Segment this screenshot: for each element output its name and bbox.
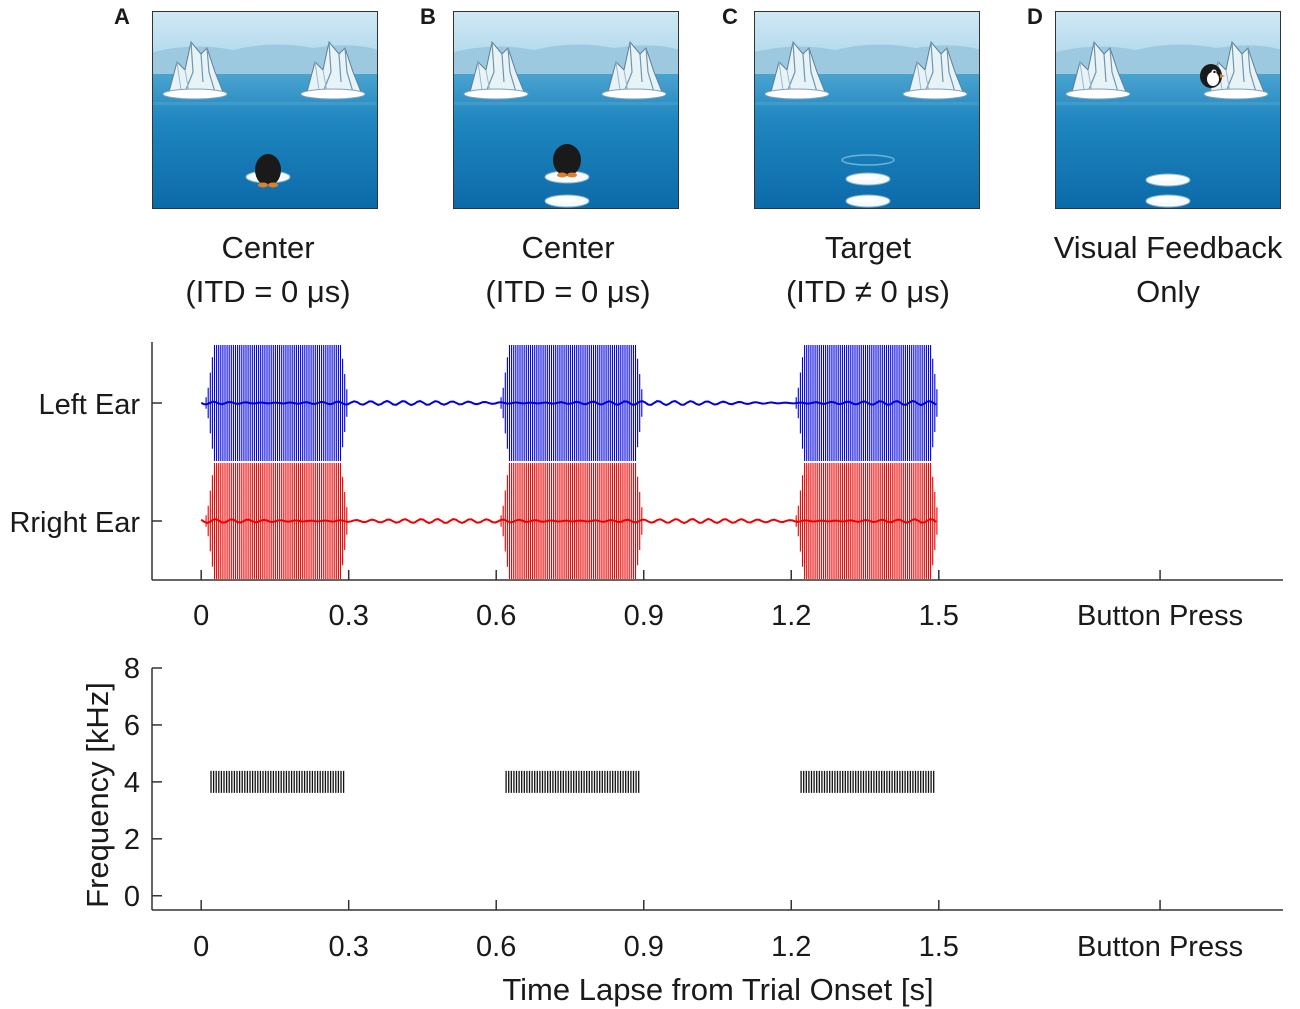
- penguin-icon: [1200, 64, 1225, 88]
- caption-a-line1: Center: [221, 230, 315, 265]
- x-tick-label: 0.3: [329, 600, 369, 632]
- panel-letter-b: B: [420, 4, 436, 29]
- x-tick-label: 1.5: [919, 600, 959, 632]
- penguin-icon: [255, 154, 281, 188]
- caption-b-line2: (ITD = 0 μs): [485, 274, 651, 309]
- spectrogram-burst: [210, 770, 345, 793]
- scene-b: [453, 11, 679, 209]
- x-axis-label: Time Lapse from Trial Onset [s]: [502, 972, 933, 1007]
- tone-burst: [205, 463, 348, 579]
- x-tick-label: Button Press: [1077, 931, 1243, 963]
- caption-c-line2: (ITD ≠ 0 μs): [785, 274, 951, 309]
- panel-letter-c: C: [722, 4, 738, 29]
- caption-d-line2: Only: [1136, 274, 1200, 309]
- y-tick-label: 6: [124, 710, 140, 742]
- x-tick-label: 0.3: [329, 931, 369, 963]
- scene-c: [754, 11, 980, 209]
- panel-letter-d: D: [1027, 4, 1043, 29]
- series-label: Left Ear: [38, 389, 140, 421]
- tone-burst: [795, 463, 938, 579]
- tone-burst: [500, 463, 643, 579]
- panel-letter-a: A: [114, 4, 130, 29]
- scene-a: [152, 11, 378, 209]
- scene-d: [1055, 11, 1281, 209]
- spectrogram-plot: Frequency [kHz] Time Lapse from Trial On…: [80, 653, 1283, 1007]
- x-tick-label: 0.9: [624, 931, 664, 963]
- spectrogram-burst: [505, 770, 640, 793]
- caption-c-line1: Target: [824, 230, 912, 265]
- y-tick-label: 0: [124, 881, 140, 913]
- waveform-plot: Left Ear Rright Ear 0 0.3 0.6 0.9 1.2 1.5 Button…: [9, 342, 1283, 632]
- caption-a-line2: (ITD = 0 μs): [185, 274, 351, 309]
- x-tick-label: 0: [193, 600, 209, 632]
- x-tick-label: 0.9: [624, 600, 664, 632]
- x-tick-label: 1.2: [771, 931, 811, 963]
- caption-c: Target (ITD ≠ 0 μs): [708, 226, 1028, 314]
- tone-burst: [500, 345, 643, 461]
- caption-a: Center (ITD = 0 μs): [108, 226, 428, 314]
- spectrogram-burst: [800, 770, 935, 793]
- ripple-icon: [841, 154, 895, 166]
- tone-burst: [795, 345, 938, 461]
- y-tick-label: 2: [124, 824, 140, 856]
- x-tick-label: 0: [193, 931, 209, 963]
- x-tick-label: 1.5: [919, 931, 959, 963]
- x-tick-label: 1.2: [771, 600, 811, 632]
- series-label: Rright Ear: [9, 507, 140, 539]
- x-tick-label: Button Press: [1077, 600, 1243, 632]
- x-tick-label: 0.6: [476, 600, 516, 632]
- y-tick-label: 8: [124, 653, 140, 685]
- caption-d: Visual Feedback Only: [1008, 226, 1300, 314]
- caption-d-line1: Visual Feedback: [1053, 230, 1283, 265]
- caption-b: Center (ITD = 0 μs): [408, 226, 728, 314]
- caption-b-line1: Center: [521, 230, 615, 265]
- x-tick-label: 0.6: [476, 931, 516, 963]
- y-tick-label: 4: [124, 767, 140, 799]
- tone-burst: [205, 345, 348, 461]
- penguin-icon: [553, 144, 581, 178]
- y-axis-label: Frequency [kHz]: [80, 682, 115, 908]
